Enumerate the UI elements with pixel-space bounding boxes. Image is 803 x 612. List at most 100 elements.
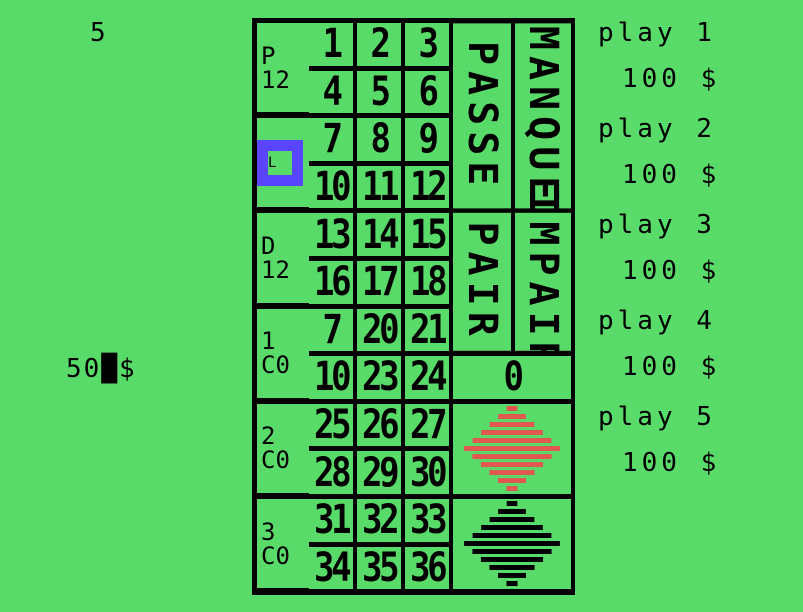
zero-cell-label: 0 — [503, 354, 523, 401]
zero-cell[interactable]: 0 — [453, 354, 571, 401]
number-cell[interactable]: 32 — [357, 497, 401, 544]
number-cell[interactable]: 28 — [309, 450, 353, 496]
cursor: █ — [101, 354, 119, 384]
number-cell[interactable]: 4 — [309, 68, 353, 115]
number-cell-label: 21 — [409, 306, 448, 353]
number-cell[interactable]: 15 — [405, 211, 449, 258]
bankroll: 50█$ — [66, 356, 137, 382]
number-cell[interactable]: 14 — [357, 211, 401, 258]
number-cell[interactable]: 26 — [357, 402, 401, 448]
number-cell[interactable]: 10 — [309, 354, 353, 400]
number-cell[interactable]: 30 — [405, 450, 449, 496]
pair-cell[interactable]: PAIR — [453, 213, 511, 352]
number-cell[interactable]: 12 — [405, 164, 449, 210]
dozen-cell[interactable]: P 12 — [257, 23, 309, 113]
player-bet: 100 $ — [622, 64, 721, 94]
number-cell[interactable]: 27 — [405, 402, 449, 448]
diamond-stripe — [489, 565, 535, 570]
diamond-stripe — [481, 429, 543, 435]
dozen-cell[interactable]: 2 C0 — [257, 403, 309, 493]
number-cell-label: 10 — [313, 164, 352, 211]
number-cell[interactable]: 36 — [405, 544, 449, 591]
pair-cell-label: PAIR — [459, 222, 505, 343]
number-cell[interactable]: 8 — [357, 116, 401, 162]
number-cell-label: 2 — [370, 21, 390, 68]
diamond-stripe — [481, 525, 543, 530]
diamond-stripe — [498, 413, 526, 419]
number-cell[interactable]: 7 — [309, 306, 353, 353]
number-cell[interactable]: 13 — [309, 212, 353, 258]
number-cell-label: 32 — [361, 497, 400, 544]
diamond-stripe — [472, 453, 552, 459]
diamond-stripe — [472, 549, 552, 554]
number-cell[interactable]: 1 — [309, 21, 353, 67]
passe-cell[interactable]: PASSE — [453, 23, 511, 209]
number-cell-label: 17 — [361, 259, 400, 306]
player-label: play 1 — [598, 18, 716, 48]
dozen-cell-label: 1 C0 — [261, 327, 290, 380]
number-cell[interactable]: 23 — [357, 354, 401, 400]
number-cell[interactable]: 10 — [309, 164, 353, 211]
player-bet: 100 $ — [622, 256, 721, 286]
number-cell-label: 29 — [361, 449, 400, 496]
diamond-stripe — [464, 541, 560, 546]
number-cell[interactable]: 21 — [405, 306, 449, 353]
number-cell[interactable]: 33 — [405, 497, 449, 543]
number-cell-label: 14 — [361, 211, 400, 258]
diamond-stripe — [480, 557, 544, 562]
manque-cell[interactable]: MANQUE — [515, 23, 571, 209]
number-cell-label: 24 — [409, 354, 448, 401]
diamond-stripe — [498, 509, 526, 514]
dozen-cell-label: 3 C0 — [261, 517, 290, 570]
number-cell-label: 7 — [322, 116, 342, 163]
number-cell-label: 31 — [313, 497, 352, 544]
diamond-stripe — [464, 445, 560, 451]
number-cell[interactable]: 35 — [357, 544, 401, 591]
passe-cell-label: PASSE — [459, 40, 505, 191]
number-cell[interactable]: 9 — [405, 116, 449, 163]
number-cell[interactable]: 3 — [405, 21, 449, 68]
diamond-stripe — [472, 437, 552, 443]
number-cell-label: 36 — [409, 544, 448, 591]
number-cell[interactable]: 24 — [405, 354, 449, 401]
red-cell[interactable] — [453, 403, 571, 494]
number-cell-label: 4 — [322, 68, 342, 115]
number-cell[interactable]: 18 — [405, 259, 449, 305]
number-cell[interactable]: 17 — [357, 259, 401, 306]
dozen-cell-label: D 12 — [261, 231, 290, 284]
diamond-stripe — [497, 573, 527, 578]
marker-icon: L — [268, 150, 292, 175]
impair-cell-label: IMPAIR — [520, 192, 566, 373]
player-label: play 4 — [598, 306, 716, 336]
dozen-cell[interactable]: 3 C0 — [257, 499, 309, 589]
number-cell[interactable]: 7 — [309, 116, 353, 163]
number-cell-label: 9 — [418, 116, 438, 163]
number-cell-label: 15 — [409, 211, 448, 258]
dozen-cell[interactable]: L — [257, 118, 309, 208]
number-cell[interactable]: 34 — [309, 545, 353, 591]
diamond-stripe — [489, 469, 535, 475]
number-cell-label: 3 — [418, 21, 438, 68]
number-cell[interactable]: 2 — [357, 21, 401, 68]
black-cell[interactable] — [453, 499, 571, 590]
number-cell[interactable]: 16 — [309, 259, 353, 305]
number-cell[interactable]: 25 — [309, 402, 353, 448]
diamond-stripe — [480, 461, 544, 467]
number-cell[interactable]: 6 — [405, 68, 449, 115]
impair-cell[interactable]: IMPAIR — [515, 192, 571, 373]
number-cell[interactable]: 20 — [357, 307, 401, 353]
number-cell[interactable]: 31 — [309, 497, 353, 544]
player-bet: 100 $ — [622, 160, 721, 190]
number-cell-label: 6 — [418, 68, 438, 115]
number-cell-label: 7 — [322, 306, 342, 353]
number-cell-label: 35 — [361, 544, 400, 591]
number-cell[interactable]: 11 — [357, 164, 401, 210]
number-cell[interactable]: 5 — [357, 69, 401, 115]
player-label: play 3 — [598, 210, 716, 240]
black-icon — [464, 501, 560, 586]
diamond-stripe — [489, 517, 535, 522]
dozen-cell[interactable]: 1 C0 — [257, 308, 309, 398]
diamond-stripe — [506, 405, 518, 411]
number-cell[interactable]: 29 — [357, 449, 401, 496]
dozen-cell[interactable]: D 12 — [257, 213, 309, 303]
